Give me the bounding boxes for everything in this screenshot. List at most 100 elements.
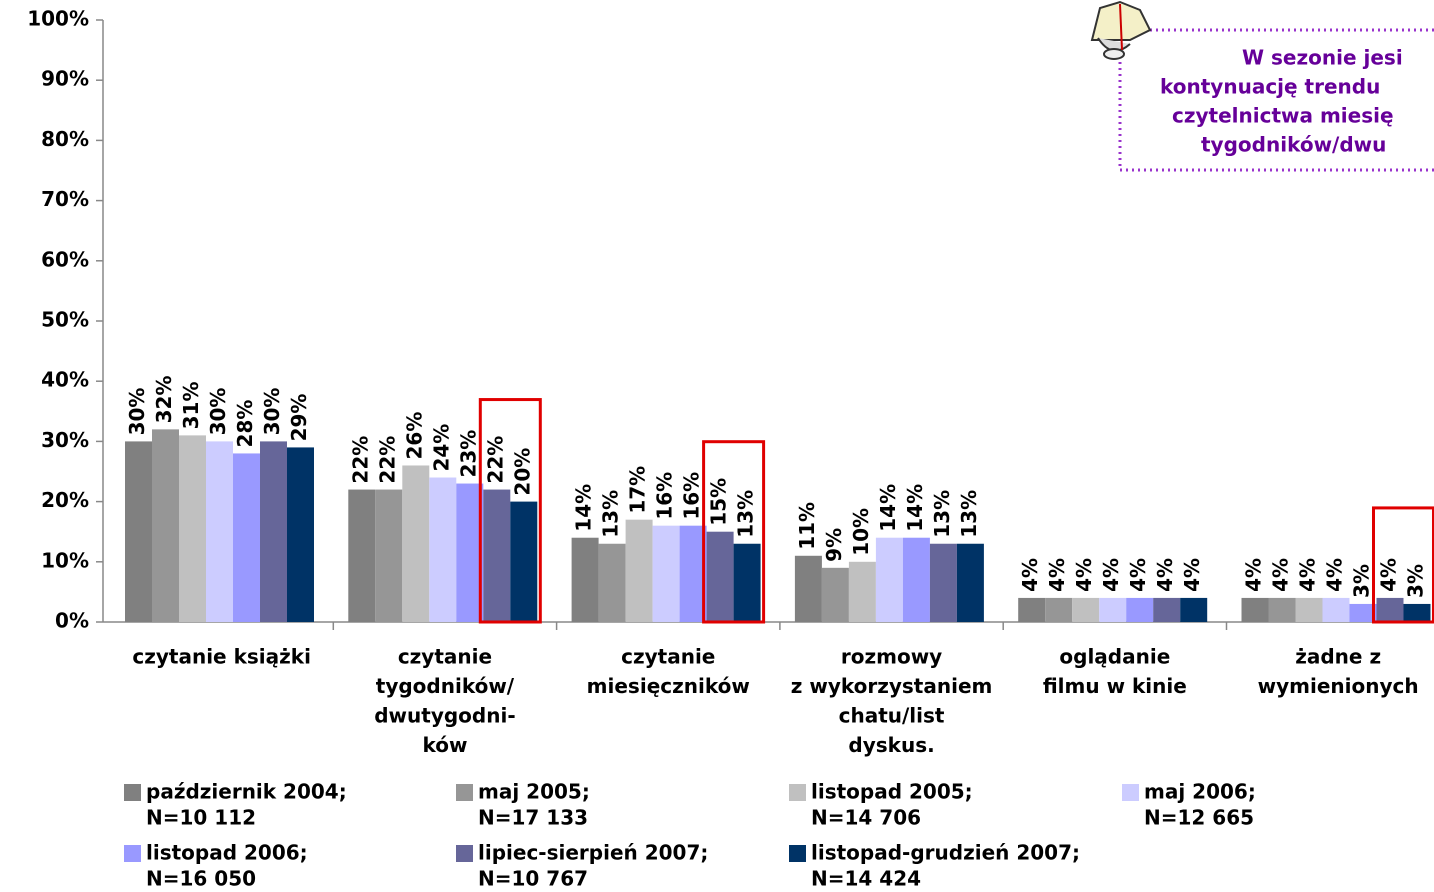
legend-label: N=14 424: [811, 867, 921, 891]
bar: [1045, 597, 1073, 622]
value-label: 26%: [402, 412, 426, 460]
value-label: 13%: [734, 490, 758, 538]
value-label: 22%: [375, 436, 399, 484]
x-tick-label: filmu w kinie: [1043, 674, 1187, 698]
y-tick-label: 70%: [41, 187, 89, 211]
bar: [1099, 597, 1127, 622]
bar: [233, 453, 260, 622]
bar: [125, 441, 152, 622]
bar: [402, 465, 430, 622]
annotation-icon: [1090, 0, 1152, 60]
legend-label: maj 2005;: [478, 780, 590, 804]
x-tick-label: czytanie: [398, 645, 492, 669]
bar: [1018, 597, 1046, 622]
bar: [875, 537, 903, 622]
value-label: 13%: [957, 490, 981, 538]
value-label: 31%: [179, 382, 203, 430]
bar: [1126, 597, 1154, 622]
y-tick-label: 50%: [41, 308, 89, 332]
y-tick-label: 40%: [41, 368, 89, 392]
bar: [1268, 597, 1296, 622]
value-label: 20%: [510, 448, 534, 496]
bar: [260, 441, 287, 622]
value-label: 4%: [1296, 558, 1320, 592]
value-label: 4%: [1180, 558, 1204, 592]
value-label: 3%: [1350, 564, 1374, 598]
legend-swatch: [124, 784, 141, 801]
y-tick-label: 10%: [41, 548, 89, 572]
bar: [1241, 597, 1269, 622]
y-tick-label: 80%: [41, 127, 89, 151]
bar: [152, 429, 179, 622]
value-label: 30%: [125, 388, 149, 436]
value-label: 22%: [348, 436, 372, 484]
x-tick-label: chatu/list: [839, 704, 945, 728]
value-label: 30%: [260, 388, 284, 436]
bar: [179, 435, 206, 622]
bar: [287, 447, 314, 622]
legend-label: listopad 2006;: [146, 841, 308, 865]
x-tick-label: czytanie: [621, 645, 715, 669]
x-tick-label: rozmowy: [841, 645, 942, 669]
value-label: 29%: [287, 394, 311, 442]
y-tick-label: 90%: [41, 67, 89, 91]
value-label: 28%: [233, 400, 257, 448]
value-label: 4%: [1323, 558, 1347, 592]
legend-label: listopad 2005;: [811, 780, 973, 804]
annotation-text: czytelnictwa miesię: [1172, 104, 1394, 128]
bar: [848, 561, 876, 622]
value-label: 15%: [707, 478, 731, 526]
bar: [929, 543, 957, 622]
annotation-text: W sezonie jesi: [1242, 46, 1403, 70]
legend-swatch: [456, 845, 473, 862]
bar: [510, 501, 538, 622]
bar: [1376, 597, 1404, 622]
value-label: 4%: [1099, 558, 1123, 592]
value-label: 24%: [429, 424, 453, 472]
y-tick-label: 20%: [41, 488, 89, 512]
legend-swatch: [1122, 784, 1139, 801]
x-tick-label: miesięczników: [587, 674, 750, 698]
bar: [821, 567, 849, 622]
value-label: 16%: [680, 472, 704, 520]
legend-label: listopad-grudzień 2007;: [811, 841, 1080, 865]
x-tick-label: tygodników/: [376, 674, 515, 698]
x-tick-label: dyskus.: [848, 733, 934, 757]
x-tick-label: żadne z: [1295, 645, 1381, 669]
legend-label: październik 2004;: [146, 780, 347, 804]
x-tick-label: wymienionych: [1258, 674, 1419, 698]
bar: [625, 519, 653, 622]
value-label: 4%: [1072, 558, 1096, 592]
bar: [1180, 597, 1208, 622]
bar: [1403, 603, 1431, 622]
x-tick-label: czytanie książki: [132, 645, 311, 669]
bar: [794, 555, 822, 622]
bar: [902, 537, 930, 622]
value-label: 14%: [903, 484, 927, 532]
bar: [1153, 597, 1181, 622]
legend-swatch: [124, 845, 141, 862]
value-label: 4%: [1153, 558, 1177, 592]
bar: [1072, 597, 1100, 622]
legend-swatch: [456, 784, 473, 801]
value-label: 4%: [1242, 558, 1266, 592]
bar: [956, 543, 984, 622]
highlight-box: [478, 398, 542, 624]
value-label: 9%: [822, 528, 846, 562]
legend-label: maj 2006;: [1144, 780, 1256, 804]
x-tick-label: ków: [422, 733, 467, 757]
annotation-text: kontynuację trendu: [1160, 75, 1380, 99]
legend-label: N=14 706: [811, 806, 921, 830]
annotation-box: [1118, 28, 1434, 172]
value-label: 14%: [876, 484, 900, 532]
value-label: 4%: [1018, 558, 1042, 592]
y-tick-label: 60%: [41, 247, 89, 271]
x-tick-label: z wykorzystaniem: [791, 674, 993, 698]
legend-label: lipiec-sierpień 2007;: [478, 841, 708, 865]
x-tick-label: dwutygodni-: [374, 704, 515, 728]
annotation-text: tygodników/dwu: [1201, 133, 1386, 157]
legend-swatch: [789, 784, 806, 801]
value-label: 30%: [206, 388, 230, 436]
value-label: 4%: [1126, 558, 1150, 592]
